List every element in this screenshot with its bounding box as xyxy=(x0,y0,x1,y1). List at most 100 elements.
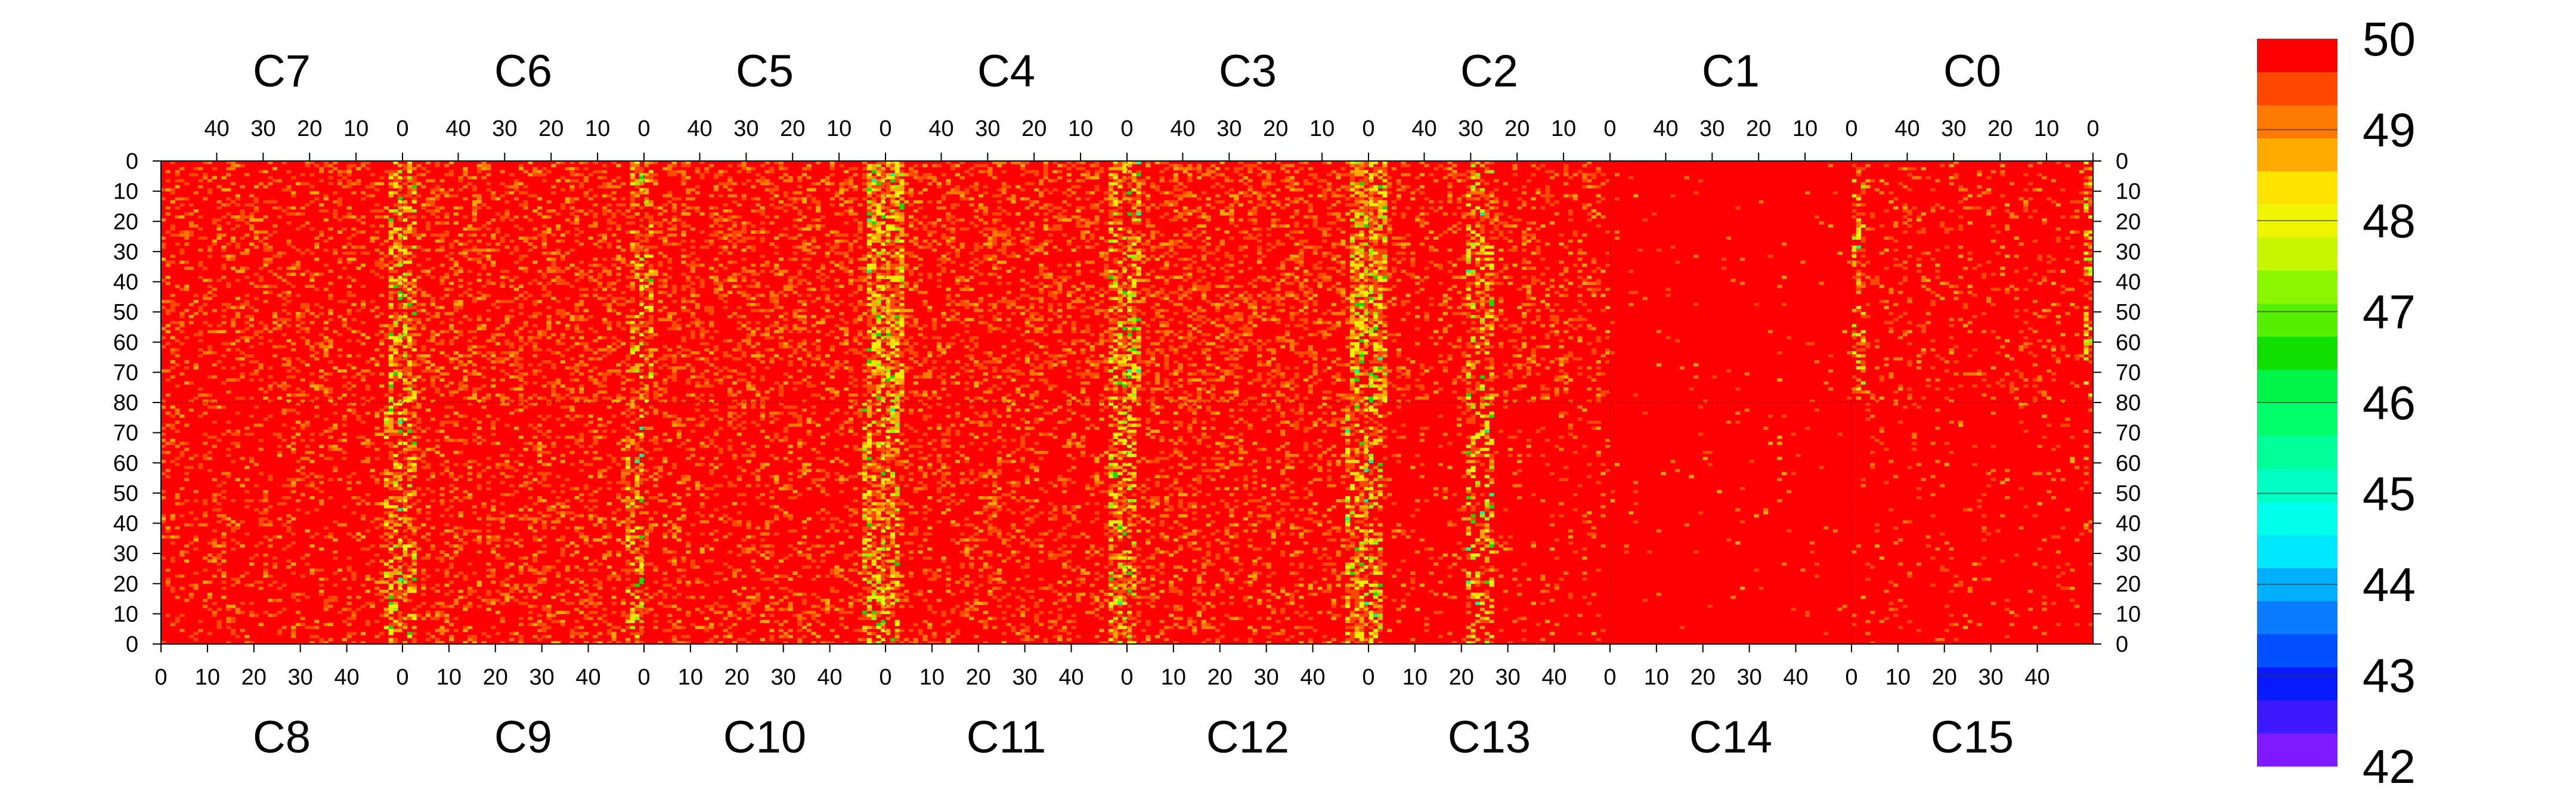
heatmap-cell xyxy=(662,209,668,213)
heatmap-cell xyxy=(1141,254,1146,258)
heatmap-cell xyxy=(286,318,292,321)
heatmap-cell xyxy=(1113,348,1118,352)
heatmap-cell xyxy=(578,242,584,246)
heatmap-cell xyxy=(1206,342,1211,346)
heatmap-cell xyxy=(253,369,259,373)
heatmap-cell xyxy=(556,299,561,304)
heatmap-cell xyxy=(1057,212,1063,219)
heatmap-cell xyxy=(829,161,835,165)
heatmap-cell xyxy=(235,197,240,201)
heatmap-cell xyxy=(249,336,255,340)
heatmap-cell xyxy=(783,270,788,273)
heatmap-cell xyxy=(969,318,974,321)
heatmap-cell xyxy=(1215,227,1221,231)
heatmap-cell xyxy=(881,354,886,358)
heatmap-cell xyxy=(983,242,988,246)
heatmap-cell xyxy=(356,179,361,182)
heatmap-cell xyxy=(755,321,761,324)
heatmap-cell xyxy=(1136,278,1141,282)
heatmap-cell xyxy=(611,281,617,285)
heatmap-cell xyxy=(820,273,826,276)
heatmap-cell xyxy=(871,375,877,379)
heatmap-cell xyxy=(495,197,500,201)
heatmap-cell xyxy=(695,209,700,213)
heatmap-cell xyxy=(170,375,175,379)
heatmap-cell xyxy=(583,348,589,352)
heatmap-cell xyxy=(1052,170,1058,174)
heatmap-cell xyxy=(249,315,255,318)
heatmap-cell xyxy=(1187,357,1193,361)
heatmap-cell xyxy=(676,351,682,355)
heatmap-cell xyxy=(467,318,473,321)
heatmap-cell xyxy=(931,239,937,243)
heatmap-cell xyxy=(621,197,626,201)
heatmap-cell xyxy=(379,342,385,346)
heatmap-cell xyxy=(1020,221,1026,225)
heatmap-cell xyxy=(458,206,463,210)
heatmap-cell xyxy=(235,396,240,400)
heatmap-cell xyxy=(1094,342,1100,346)
heatmap-cell xyxy=(393,170,398,174)
heatmap-cell xyxy=(913,239,918,243)
heatmap-cell xyxy=(1029,339,1035,343)
heatmap-cell xyxy=(1127,191,1132,195)
heatmap-cell xyxy=(718,281,723,285)
heatmap-cell xyxy=(337,396,343,400)
heatmap-cell xyxy=(556,251,561,255)
heatmap-cell xyxy=(411,324,417,327)
heatmap-cell xyxy=(314,242,320,246)
heatmap-cell xyxy=(662,354,668,361)
heatmap-cell xyxy=(723,366,728,370)
heatmap-cell xyxy=(630,336,635,340)
heatmap-cell xyxy=(1192,378,1197,382)
heatmap-cell xyxy=(253,218,259,222)
heatmap-cell xyxy=(871,203,877,207)
heatmap-cell xyxy=(644,197,649,201)
heatmap-cell xyxy=(398,261,403,264)
heatmap-cell xyxy=(398,375,403,379)
heatmap-cell xyxy=(203,296,208,301)
heatmap-cell xyxy=(402,387,408,391)
heatmap-cell xyxy=(578,330,584,333)
heatmap-cell xyxy=(337,261,343,264)
heatmap-cell xyxy=(300,399,305,403)
heatmap-cell xyxy=(1127,200,1132,204)
heatmap-cell xyxy=(309,321,315,324)
heatmap-cell xyxy=(1131,290,1137,295)
heatmap-cell xyxy=(969,275,974,279)
heatmap-cell xyxy=(235,164,240,168)
heatmap-cell xyxy=(955,293,961,298)
heatmap-cell xyxy=(1085,197,1091,201)
heatmap-cell xyxy=(1066,167,1072,171)
heatmap-cell xyxy=(876,296,881,301)
heatmap-cell xyxy=(862,378,868,382)
heatmap-cell xyxy=(1108,287,1114,292)
heatmap-cell xyxy=(955,218,961,222)
heatmap-cell xyxy=(388,381,394,385)
heatmap-cell xyxy=(751,387,756,391)
heatmap-cell xyxy=(1011,369,1016,373)
heatmap-cell xyxy=(764,161,770,165)
heatmap-cell xyxy=(732,221,738,225)
heatmap-cell xyxy=(699,245,705,249)
heatmap-cell xyxy=(458,330,463,337)
heatmap-cell xyxy=(648,315,654,324)
heatmap-cell xyxy=(593,366,598,370)
heatmap-cell xyxy=(161,399,166,403)
heatmap-cell xyxy=(1001,224,1007,228)
heatmap-cell xyxy=(1113,296,1118,301)
heatmap-cell xyxy=(866,164,872,171)
heatmap-cell xyxy=(774,194,779,198)
heatmap-cell xyxy=(328,270,333,273)
heatmap-cell xyxy=(532,167,538,174)
heatmap-cell xyxy=(894,188,900,192)
heatmap-cell xyxy=(1192,327,1197,330)
heatmap-cell xyxy=(801,315,807,318)
heatmap-cell xyxy=(658,318,663,321)
heatmap-cell xyxy=(281,161,287,165)
heatmap-cell xyxy=(625,363,631,367)
heatmap-cell xyxy=(411,360,417,364)
heatmap-cell xyxy=(318,333,324,337)
heatmap-cell xyxy=(806,248,812,252)
heatmap-cell xyxy=(472,209,478,213)
